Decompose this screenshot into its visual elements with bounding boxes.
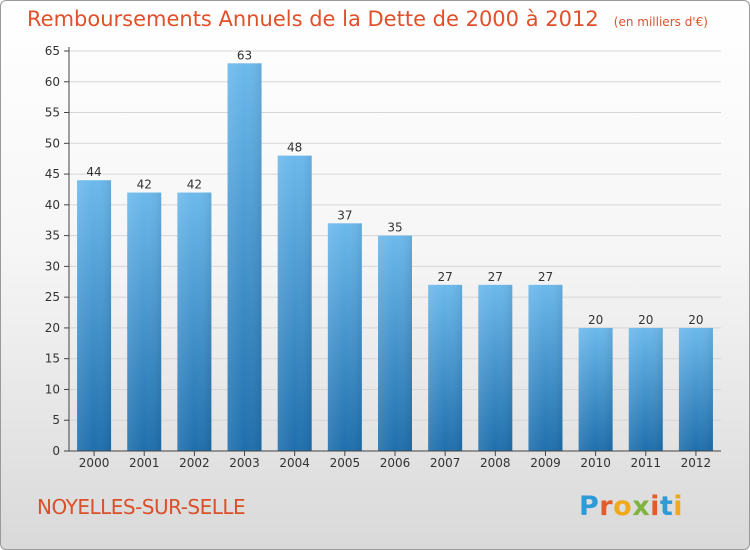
- y-tick-label: 20: [45, 321, 60, 335]
- bar-shading: [578, 327, 613, 451]
- x-tick-label: 2006: [380, 456, 411, 470]
- y-tick-label: 40: [45, 198, 60, 212]
- bar-shading: [528, 284, 563, 451]
- y-tick-label: 10: [45, 382, 60, 396]
- y-tick-label: 5: [52, 413, 60, 427]
- logo-letter: o: [613, 491, 633, 522]
- bar-shading: [428, 284, 463, 451]
- bar-value-label: 37: [337, 208, 352, 222]
- bar-value-label: 27: [538, 270, 553, 284]
- x-tick-label: 2010: [580, 456, 611, 470]
- x-tick-label: 2000: [79, 456, 110, 470]
- x-tick-label: 2007: [430, 456, 461, 470]
- bar-shading: [127, 192, 162, 452]
- y-tick-label: 25: [45, 290, 60, 304]
- x-tick-label: 2003: [229, 456, 260, 470]
- bar-shading: [327, 223, 362, 451]
- bar-value-label: 63: [237, 48, 252, 62]
- y-tick-label: 50: [45, 136, 60, 150]
- logo-letter: i: [673, 491, 684, 522]
- bar-value-label: 20: [588, 313, 603, 327]
- bar-shading: [77, 180, 112, 451]
- y-tick-label: 65: [45, 44, 60, 58]
- logo-letter: i: [650, 491, 660, 522]
- bar-value-label: 27: [438, 270, 453, 284]
- chart-title: Remboursements Annuels de la Dette de 20…: [27, 7, 599, 31]
- logo-letter: x: [632, 491, 651, 522]
- commune-name: NOYELLES-SUR-SELLE: [37, 495, 246, 519]
- bar-value-label: 35: [387, 221, 402, 235]
- logo-letter: t: [659, 491, 674, 522]
- bar-value-label: 27: [488, 270, 503, 284]
- bar-value-label: 44: [86, 165, 101, 179]
- y-tick-label: 0: [52, 444, 60, 458]
- bar-shading: [678, 327, 713, 451]
- bar-value-label: 48: [287, 141, 302, 155]
- labels: 0 5 10 15 20 25 30 35 40 45 50 55 60 65 44 2000 42 2001 42…: [45, 44, 711, 470]
- x-tick-label: 2001: [129, 456, 160, 470]
- bar-shading: [227, 63, 262, 452]
- bar-shading: [277, 155, 312, 451]
- x-tick-label: 2011: [630, 456, 661, 470]
- bar-shading: [628, 327, 663, 451]
- axes: [64, 47, 721, 456]
- y-tick-label: 35: [45, 229, 60, 243]
- x-tick-label: 2008: [480, 456, 511, 470]
- bars: [77, 63, 713, 452]
- y-tick-label: 45: [45, 167, 60, 181]
- proxiti-logo: Proxiti: [579, 491, 683, 522]
- bar-value-label: 42: [137, 178, 152, 192]
- x-tick-label: 2012: [681, 456, 712, 470]
- bar-shading: [478, 284, 513, 451]
- bar-value-label: 20: [688, 313, 703, 327]
- y-tick-label: 15: [45, 352, 60, 366]
- chart-unit: (en milliers d'€): [613, 15, 708, 29]
- title-row: Remboursements Annuels de la Dette de 20…: [27, 7, 708, 31]
- y-tick-label: 30: [45, 259, 60, 273]
- bar-value-label: 42: [187, 178, 202, 192]
- x-tick-label: 2009: [530, 456, 561, 470]
- bar-value-label: 20: [638, 313, 653, 327]
- y-tick-label: 60: [45, 75, 60, 89]
- bar-shading: [378, 235, 412, 451]
- x-tick-label: 2004: [279, 456, 310, 470]
- bar-shading: [177, 192, 212, 452]
- logo-letter: r: [599, 491, 614, 522]
- logo-letter: P: [579, 491, 600, 522]
- x-tick-label: 2005: [330, 456, 361, 470]
- y-tick-label: 55: [45, 106, 60, 120]
- x-tick-label: 2002: [179, 456, 210, 470]
